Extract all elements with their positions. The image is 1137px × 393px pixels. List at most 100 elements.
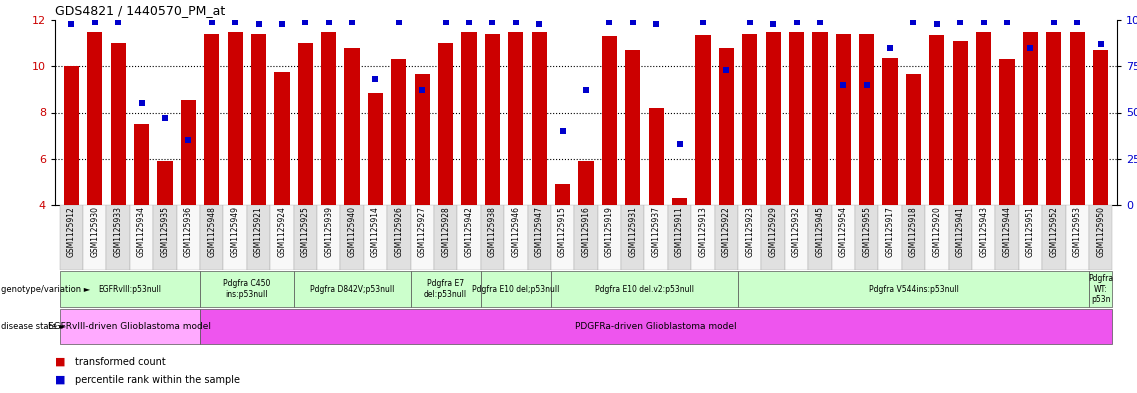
Bar <box>855 205 879 270</box>
Point <box>156 115 174 121</box>
Point <box>483 19 501 25</box>
Point <box>554 128 572 134</box>
Bar <box>484 34 500 205</box>
Text: GSM1125948: GSM1125948 <box>207 206 216 257</box>
Point <box>297 19 315 25</box>
Point <box>109 19 127 25</box>
Bar <box>762 205 785 270</box>
Point <box>717 67 736 73</box>
Bar <box>812 31 828 205</box>
Text: GSM1125953: GSM1125953 <box>1072 206 1081 257</box>
Bar <box>1089 205 1112 270</box>
Bar <box>181 100 196 205</box>
Point <box>202 19 221 25</box>
Bar <box>667 205 691 270</box>
Text: Pdgfra
WT:
p53n: Pdgfra WT: p53n <box>1088 274 1113 304</box>
Bar <box>1046 31 1062 205</box>
Point <box>437 19 455 25</box>
Bar <box>742 34 757 205</box>
Text: GSM1125920: GSM1125920 <box>932 206 941 257</box>
Bar <box>504 205 528 270</box>
Text: GSM1125931: GSM1125931 <box>629 206 637 257</box>
Bar <box>410 271 481 307</box>
Text: ■: ■ <box>55 357 66 367</box>
Text: Pdgfra D842V;p53null: Pdgfra D842V;p53null <box>310 285 395 294</box>
Bar <box>719 48 735 205</box>
Bar <box>130 205 153 270</box>
Bar <box>836 34 850 205</box>
Bar <box>110 43 126 205</box>
Bar <box>672 198 687 205</box>
Bar <box>999 59 1014 205</box>
Point <box>788 19 806 25</box>
Bar <box>410 205 434 270</box>
Point <box>390 19 408 25</box>
Bar <box>247 205 271 270</box>
Bar <box>532 31 547 205</box>
Text: GSM1125945: GSM1125945 <box>815 206 824 257</box>
Text: GSM1125917: GSM1125917 <box>886 206 895 257</box>
Bar <box>481 205 504 270</box>
Point <box>576 87 595 94</box>
Bar <box>691 205 715 270</box>
Text: GSM1125911: GSM1125911 <box>675 206 684 257</box>
Bar <box>948 205 972 270</box>
Bar <box>293 205 317 270</box>
Text: Pdgfra E10 del;p53null: Pdgfra E10 del;p53null <box>472 285 559 294</box>
Point <box>647 20 665 27</box>
Text: EGFRvIII-driven Glioblastoma model: EGFRvIII-driven Glioblastoma model <box>49 322 211 331</box>
Point <box>507 19 525 25</box>
Text: GSM1125950: GSM1125950 <box>1096 206 1105 257</box>
Text: EGFRvIII:p53null: EGFRvIII:p53null <box>99 285 161 294</box>
Text: GSM1125951: GSM1125951 <box>1026 206 1035 257</box>
Text: GSM1125955: GSM1125955 <box>862 206 871 257</box>
Bar <box>224 205 247 270</box>
Bar <box>976 31 991 205</box>
Point <box>671 141 689 147</box>
Point <box>998 19 1016 25</box>
Point <box>63 20 81 27</box>
Point <box>881 45 899 51</box>
Bar <box>364 205 388 270</box>
Text: Pdgfra C450
ins:p53null: Pdgfra C450 ins:p53null <box>223 279 271 299</box>
Text: Pdgfra E10 del.v2:p53null: Pdgfra E10 del.v2:p53null <box>595 285 694 294</box>
Text: percentile rank within the sample: percentile rank within the sample <box>75 375 240 385</box>
Bar <box>645 205 667 270</box>
Bar <box>271 205 293 270</box>
Bar <box>789 31 804 205</box>
Bar <box>438 43 454 205</box>
Bar <box>738 205 762 270</box>
Text: GSM1125947: GSM1125947 <box>534 206 543 257</box>
Point <box>624 19 642 25</box>
Point <box>343 19 362 25</box>
Text: GSM1125929: GSM1125929 <box>769 206 778 257</box>
Bar <box>765 31 781 205</box>
Text: GSM1125915: GSM1125915 <box>558 206 567 257</box>
Text: GSM1125924: GSM1125924 <box>277 206 287 257</box>
Bar <box>902 205 926 270</box>
Text: GSM1125923: GSM1125923 <box>745 206 754 257</box>
Bar <box>368 93 383 205</box>
Point <box>1092 41 1110 47</box>
Text: GSM1125940: GSM1125940 <box>348 206 357 257</box>
Bar <box>953 41 968 205</box>
Point <box>366 76 384 83</box>
Bar <box>929 35 945 205</box>
Bar <box>551 271 738 307</box>
Text: GSM1125934: GSM1125934 <box>138 206 146 257</box>
Bar <box>621 205 645 270</box>
Text: GSM1125949: GSM1125949 <box>231 206 240 257</box>
Point <box>857 82 875 88</box>
Point <box>1045 19 1063 25</box>
Bar <box>176 205 200 270</box>
Bar <box>457 205 481 270</box>
Text: GSM1125944: GSM1125944 <box>1003 206 1012 257</box>
Point <box>811 19 829 25</box>
Text: GSM1125941: GSM1125941 <box>956 206 965 257</box>
Bar <box>415 74 430 205</box>
Bar <box>598 205 621 270</box>
Text: GSM1125946: GSM1125946 <box>512 206 521 257</box>
Point <box>180 137 198 143</box>
Point <box>764 20 782 27</box>
Bar <box>345 48 359 205</box>
